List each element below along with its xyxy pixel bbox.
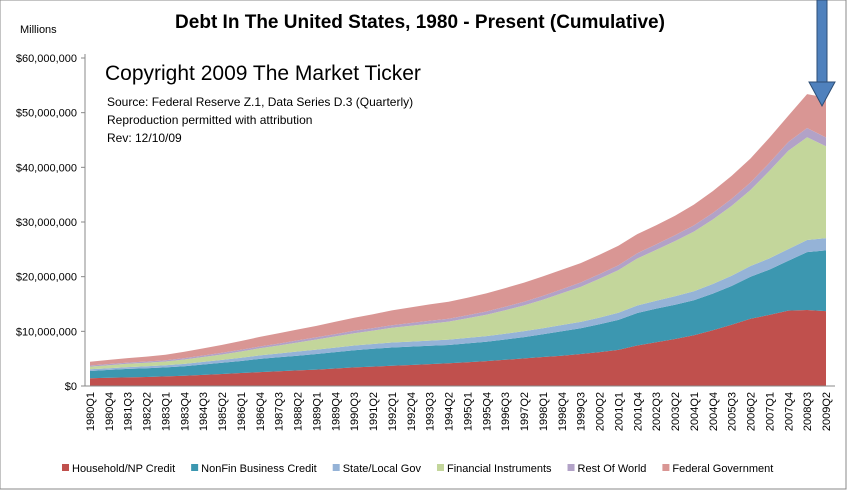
x-tick-label: 1995Q4 xyxy=(481,392,493,431)
y-tick-label: $30,000,000 xyxy=(16,217,77,229)
x-tick-label: 1999Q3 xyxy=(576,392,588,431)
arrow-head xyxy=(808,81,836,108)
legend-label: NonFin Business Credit xyxy=(201,463,317,475)
arrow-shaft xyxy=(816,0,828,83)
y-tick-label: $50,000,000 xyxy=(16,108,77,120)
legend-swatch xyxy=(62,464,69,471)
legend-swatch xyxy=(662,464,670,471)
x-tick-label: 2006Q2 xyxy=(746,392,758,431)
annotation: Reproduction permitted with attribution xyxy=(107,113,312,127)
x-tick-label: 1997Q2 xyxy=(519,392,531,431)
x-tick-label: 1980Q4 xyxy=(104,392,116,431)
x-tick-label: 1992Q4 xyxy=(406,392,418,431)
x-tick-label: 1990Q3 xyxy=(349,392,361,431)
annotation: Copyright 2009 The Market Ticker xyxy=(105,62,421,85)
x-tick-label: 1988Q2 xyxy=(293,392,305,431)
legend-swatch xyxy=(567,464,575,471)
area xyxy=(90,310,826,386)
x-tick-label: 1985Q2 xyxy=(217,392,229,431)
x-tick-label: 1996Q3 xyxy=(500,392,512,431)
y-tick-label: $0 xyxy=(65,381,77,393)
x-tick-label: 1987Q3 xyxy=(274,392,286,431)
x-tick-label: 1998Q4 xyxy=(557,392,569,431)
legend-label: Rest Of World xyxy=(578,463,647,475)
y-tick-label: $60,000,000 xyxy=(16,53,77,65)
x-tick-label: 2005Q3 xyxy=(727,392,739,431)
y-tick-label: $20,000,000 xyxy=(16,272,77,284)
y-axis-label: Millions xyxy=(20,24,57,36)
x-tick-label: 2007Q4 xyxy=(783,392,795,431)
x-tick-label: 1986Q4 xyxy=(255,392,267,431)
x-tick-label: 1983Q1 xyxy=(160,392,172,431)
y-tick-label: $40,000,000 xyxy=(16,162,77,174)
area xyxy=(90,137,826,370)
x-tick-label: 1998Q1 xyxy=(538,392,550,431)
x-tick-label: 2001Q1 xyxy=(613,392,625,431)
x-tick-label: 2007Q1 xyxy=(764,392,776,431)
x-tick-label: 1989Q4 xyxy=(330,392,342,431)
annotation: Source: Federal Reserve Z.1, Data Series… xyxy=(107,95,413,109)
x-tick-label: 1994Q2 xyxy=(444,392,456,431)
x-tick-label: 2009Q2 xyxy=(821,392,833,431)
area xyxy=(90,94,826,366)
x-tick-label: 1989Q1 xyxy=(311,392,323,431)
legend-swatch xyxy=(436,464,444,471)
x-tick-label: 1982Q2 xyxy=(142,392,154,431)
x-tick-label: 1984Q3 xyxy=(198,392,210,431)
x-tick-label: 1986Q1 xyxy=(236,392,248,431)
legend-swatch xyxy=(191,464,199,471)
x-tick-label: 2002Q3 xyxy=(651,392,663,431)
x-tick-label: 2001Q4 xyxy=(632,392,644,431)
annotation: Rev: 12/10/09 xyxy=(107,131,182,145)
x-tick-label: 1991Q2 xyxy=(368,392,380,431)
x-tick-label: 1981Q3 xyxy=(123,392,135,431)
chart-title: Debt In The United States, 1980 - Presen… xyxy=(175,12,665,33)
legend-swatch xyxy=(332,464,340,471)
x-tick-label: 2000Q2 xyxy=(595,392,607,431)
x-tick-label: 2004Q1 xyxy=(689,392,701,431)
area xyxy=(90,250,826,379)
area xyxy=(90,128,826,367)
x-tick-label: 1992Q1 xyxy=(387,392,399,431)
x-tick-label: 2004Q4 xyxy=(708,392,720,431)
x-tick-label: 1983Q4 xyxy=(179,392,191,431)
x-tick-label: 1995Q1 xyxy=(462,392,474,431)
y-tick-label: $10,000,000 xyxy=(16,326,77,338)
x-tick-label: 1980Q1 xyxy=(85,392,97,431)
x-tick-label: 2003Q2 xyxy=(670,392,682,431)
legend-label: State/Local Gov xyxy=(343,463,422,475)
legend-label: Financial Instruments xyxy=(447,463,552,475)
x-tick-label: 1993Q3 xyxy=(425,392,437,431)
x-tick-label: 2008Q3 xyxy=(802,392,814,431)
legend-label: Household/NP Credit xyxy=(72,463,175,475)
legend-label: Federal Government xyxy=(672,463,773,475)
